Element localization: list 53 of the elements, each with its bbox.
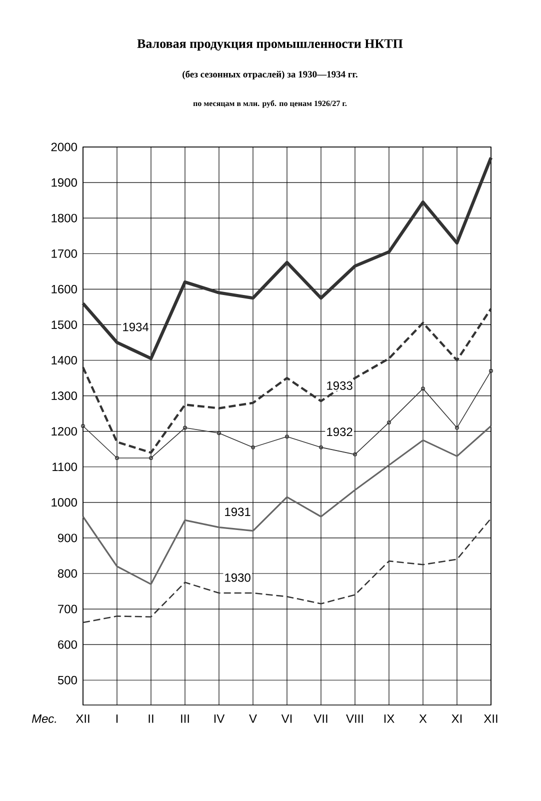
x-tick-label: XII xyxy=(484,714,498,723)
x-axis-title: Мес. xyxy=(32,714,56,723)
x-tick-label: IV xyxy=(214,714,225,723)
y-tick-label: 1400 xyxy=(52,356,77,364)
y-tick-label: 1200 xyxy=(52,427,77,436)
series-label: 1930 xyxy=(225,573,250,582)
point xyxy=(454,426,459,430)
y-tick-label: 1100 xyxy=(52,462,77,472)
line-series xyxy=(82,425,492,585)
x-tick-label: VII xyxy=(314,714,328,723)
series-label: 1931 xyxy=(225,508,250,516)
x-tick-label: V xyxy=(249,714,257,723)
x-tick-label: I xyxy=(116,714,118,723)
y-tick-label: 1000 xyxy=(52,498,77,507)
x-tick-label: III xyxy=(181,714,189,723)
y-tick-label: 500 xyxy=(58,676,77,684)
chart-subtitle: (без сезонных отраслей) за 1930—1934 гг. xyxy=(182,70,358,80)
y-tick-label: 1900 xyxy=(52,178,77,187)
chart-title: Валовая продукция промышленности НКТП xyxy=(137,39,403,51)
point xyxy=(284,434,289,439)
y-tick-label: 1300 xyxy=(52,392,77,400)
point xyxy=(420,386,425,391)
y-tick-label: 1800 xyxy=(52,214,77,222)
y-tick-label: 2000 xyxy=(51,142,77,152)
line-series xyxy=(81,156,493,360)
x-tick-label: X xyxy=(419,714,427,723)
x-tick-label: II xyxy=(148,714,154,723)
y-tick-label: 1600 xyxy=(52,284,77,294)
y-tick-label: 700 xyxy=(58,604,77,614)
y-tick-label: 1500 xyxy=(52,320,77,329)
line-series xyxy=(82,308,492,454)
y-tick-label: 600 xyxy=(58,640,77,649)
x-tick-label: XII xyxy=(76,714,90,723)
point xyxy=(216,431,221,436)
y-tick-label: 900 xyxy=(58,534,77,542)
x-tick-label: XI xyxy=(452,714,462,723)
series-label: 1934 xyxy=(123,322,149,332)
x-tick-label: IX xyxy=(384,714,394,723)
y-tick-label: 1700 xyxy=(52,249,77,258)
point xyxy=(183,426,187,430)
point xyxy=(352,452,357,456)
point xyxy=(148,456,153,460)
point xyxy=(318,445,323,450)
line-series xyxy=(82,518,492,624)
x-tick-label: VI xyxy=(281,714,292,723)
point xyxy=(250,445,255,450)
point xyxy=(386,420,391,424)
text: по месяцам в млн. руб. по ценам 1926/27 г. xyxy=(193,100,347,108)
y-tick-label: 800 xyxy=(58,569,77,578)
series-label: 1933 xyxy=(327,381,352,390)
point xyxy=(114,456,119,460)
x-tick-label: VIII xyxy=(346,714,363,723)
series-label: 1932 xyxy=(327,428,352,436)
